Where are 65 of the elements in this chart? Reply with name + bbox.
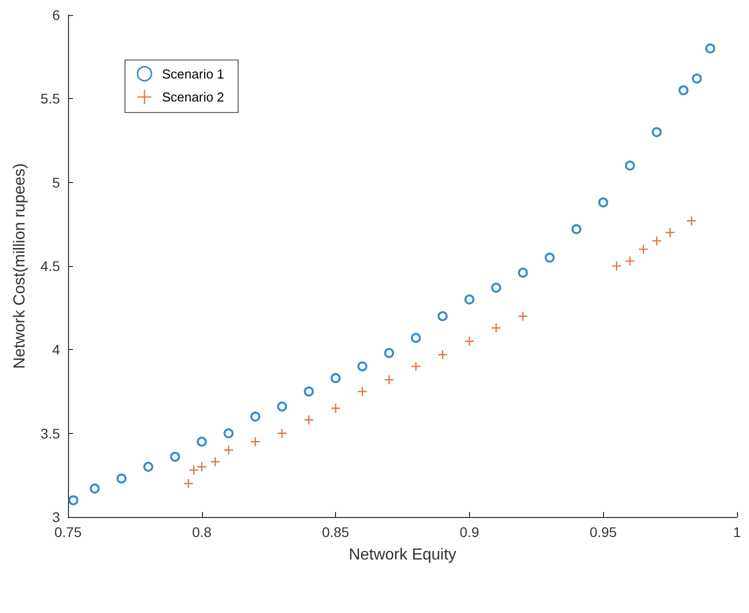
- point: [678, 85, 688, 96]
- point: [464, 336, 475, 346]
- point: [210, 456, 220, 467]
- point: [518, 268, 528, 278]
- point: [304, 414, 314, 426]
- point: [250, 412, 260, 422]
- point: [410, 332, 421, 343]
- point: [437, 350, 448, 360]
- point: [384, 348, 394, 358]
- point: [188, 464, 199, 476]
- y-tick-label: 4.5: [40, 258, 60, 274]
- point: [544, 252, 555, 263]
- point: [624, 160, 635, 171]
- point: [664, 227, 676, 238]
- point: [410, 361, 422, 372]
- point: [692, 74, 702, 84]
- point: [384, 374, 394, 385]
- y-axis-title: Network Cost(million rupees): [12, 163, 28, 369]
- point: [686, 216, 697, 226]
- y-tick-label: 4: [52, 342, 60, 358]
- legend-label: Scenario 1: [162, 66, 224, 82]
- point: [116, 474, 127, 484]
- point: [652, 127, 662, 138]
- x-tick-label: 1: [733, 524, 742, 540]
- point: [277, 402, 288, 412]
- point: [518, 311, 528, 322]
- point: [196, 436, 207, 447]
- x-tick-label: 0.85: [322, 524, 350, 540]
- point: [491, 322, 502, 334]
- point: [598, 197, 608, 208]
- point: [170, 452, 180, 462]
- point: [304, 386, 314, 396]
- point: [624, 256, 636, 266]
- point: [330, 403, 341, 414]
- point: [357, 386, 368, 397]
- point: [705, 43, 716, 54]
- y-tick-label: 5.5: [40, 90, 60, 107]
- point: [438, 311, 448, 322]
- point: [357, 361, 368, 372]
- point: [611, 260, 622, 272]
- x-tick-label: 0.95: [590, 524, 618, 540]
- point: [276, 428, 288, 438]
- point: [250, 436, 260, 447]
- point: [143, 462, 154, 472]
- x-tick-label: 0.75: [54, 524, 82, 540]
- point: [652, 236, 662, 246]
- point: [223, 444, 234, 456]
- x-axis-title: Network Equity: [348, 546, 456, 564]
- point: [183, 478, 194, 489]
- point: [330, 373, 341, 384]
- x-tick-label: 0.9: [460, 524, 480, 540]
- point: [224, 428, 234, 438]
- legend-label: Scenario 2: [162, 90, 224, 104]
- y-tick-label: 3: [52, 509, 60, 525]
- y-tick-label: 3.5: [40, 425, 60, 442]
- y-tick-label: 6: [52, 7, 60, 23]
- point: [571, 224, 582, 234]
- y-tick-label: 5: [52, 174, 60, 190]
- point: [68, 495, 78, 506]
- point: [464, 294, 474, 304]
- point: [638, 244, 648, 254]
- point: [90, 484, 100, 494]
- point: [491, 282, 502, 293]
- x-tick-label: 0.8: [192, 524, 212, 540]
- point: [196, 462, 207, 472]
